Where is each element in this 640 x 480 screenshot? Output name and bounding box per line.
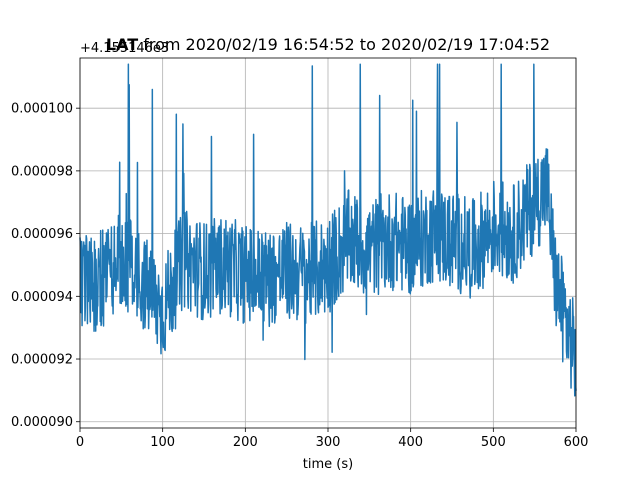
x-tick-label: 0 <box>76 435 84 450</box>
series-line <box>79 63 577 397</box>
chart-title-range: from 2020/02/19 16:54:52 to 2020/02/19 1… <box>138 35 550 54</box>
y-tick-label: 0.000100 <box>11 102 73 117</box>
x-tick-label: 500 <box>481 435 506 450</box>
chart-title: LAT from 2020/02/19 16:54:52 to 2020/02/… <box>106 35 550 54</box>
y-offset-label: +4.155146e3 <box>80 41 169 56</box>
x-tick-label: 600 <box>564 435 589 450</box>
x-axis: 0 100 200 300 400 500 600 <box>76 428 589 450</box>
y-axis: 0.000090 0.000092 0.000094 0.000096 0.000098… <box>11 102 80 430</box>
series-group <box>79 63 577 397</box>
chart-title-variable: LAT <box>106 35 138 54</box>
y-tick-label: 0.000096 <box>11 227 73 242</box>
x-tick-label: 300 <box>316 435 341 450</box>
x-tick-label: 200 <box>233 435 258 450</box>
x-tick-label: 100 <box>150 435 175 450</box>
y-tick-label: 0.000092 <box>11 353 73 368</box>
y-tick-label: 0.000094 <box>11 290 73 305</box>
y-tick-label: 0.000090 <box>11 415 73 430</box>
x-tick-label: 400 <box>398 435 423 450</box>
y-tick-label: 0.000098 <box>11 164 73 179</box>
x-axis-label: time (s) <box>303 457 353 472</box>
